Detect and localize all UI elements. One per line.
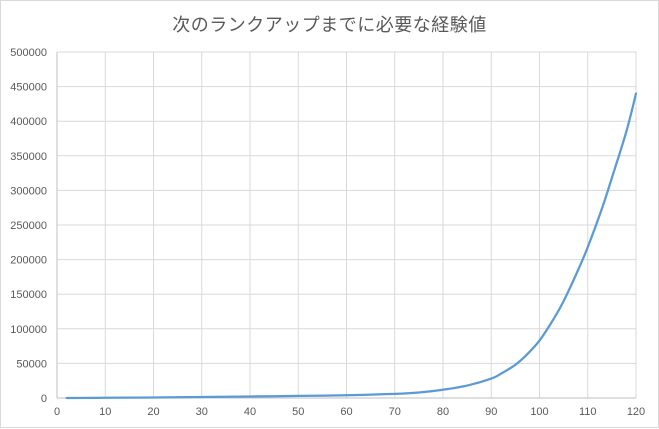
y-tick-label: 300000 — [10, 185, 47, 197]
x-tick-label: 50 — [292, 406, 304, 418]
chart-title: 次のランクアップまでに必要な経験値 — [172, 15, 487, 36]
y-tick-label: 450000 — [10, 82, 47, 94]
series-line — [65, 92, 638, 400]
y-tick-label: 150000 — [10, 289, 47, 301]
x-tick-label: 30 — [196, 406, 208, 418]
y-tick-label: 400000 — [10, 116, 47, 128]
y-tick-label: 0 — [41, 393, 47, 405]
x-tick-label: 120 — [627, 406, 645, 418]
y-tick-label: 500000 — [10, 47, 47, 59]
x-tick-label: 10 — [99, 406, 111, 418]
x-tick-label: 100 — [530, 406, 548, 418]
x-tick-label: 40 — [244, 406, 256, 418]
x-tick-label: 70 — [389, 406, 401, 418]
x-tick-label: 80 — [437, 406, 449, 418]
y-tick-label: 200000 — [10, 255, 47, 267]
x-tick-label: 110 — [579, 406, 597, 418]
y-tick-label: 350000 — [10, 151, 47, 163]
y-tick-label: 50000 — [16, 358, 47, 370]
y-tick-label: 250000 — [10, 220, 47, 232]
x-tick-label: 0 — [54, 406, 60, 418]
x-tick-label: 90 — [485, 406, 497, 418]
x-tick-label: 20 — [147, 406, 159, 418]
y-tick-label: 100000 — [10, 324, 47, 336]
x-tick-label: 60 — [340, 406, 352, 418]
